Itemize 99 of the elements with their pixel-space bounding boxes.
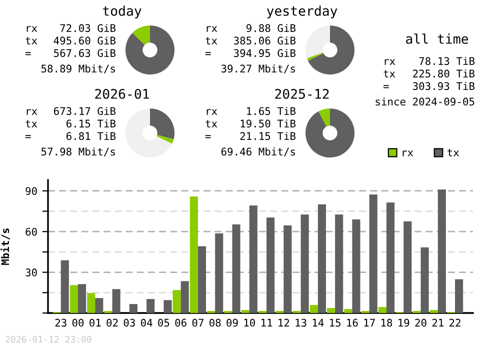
x-tick-label: 10: [244, 318, 255, 327]
chart-title: today: [102, 6, 142, 18]
x-tick-label: 12: [278, 318, 290, 327]
x-tick-label: 23: [55, 318, 66, 327]
bar: [215, 233, 224, 313]
bar: [112, 289, 120, 313]
x-tick-label: 04: [140, 318, 152, 327]
x-tick-label: 15: [330, 318, 340, 327]
x-tick-label: 14: [312, 318, 324, 327]
donut-slice: [150, 108, 175, 140]
x-tick-label: 01: [90, 318, 101, 327]
bar: [60, 260, 69, 313]
text: = 567.63 GiB: [25, 48, 116, 58]
legend-label: rx: [402, 150, 414, 156]
text: 57.98 Mbit/s: [41, 147, 115, 156]
text: tx 19.50 TiB: [206, 119, 296, 128]
text: tx 495.60 GiB: [26, 36, 116, 45]
text: = 21.15 TiB: [205, 132, 296, 140]
bar: [369, 194, 378, 313]
text: rx 9.88 GiB: [206, 24, 296, 32]
text: 69.46 Mbit/s: [221, 147, 295, 156]
bar: [129, 304, 138, 313]
x-tick-label: 03: [124, 318, 135, 327]
chart-title: 2025-12: [275, 88, 329, 99]
bar: [180, 281, 189, 313]
text: rx 1.65 TiB: [206, 106, 296, 116]
bar: [326, 308, 336, 313]
donut-slice: [156, 134, 174, 144]
bar: [95, 298, 104, 313]
donut-slice: [132, 25, 150, 45]
y-tick-label: 90: [26, 187, 37, 195]
text: all time: [406, 34, 468, 44]
x-tick-label: 06: [175, 318, 186, 327]
bar: [335, 214, 344, 313]
x-tick-label: 07: [192, 318, 204, 327]
text: tx 385.06 GiB: [206, 36, 296, 45]
x-tick-label: 16: [347, 318, 358, 327]
text: rx 72.03 GiB: [26, 24, 116, 32]
text: rx 673.17 GiB: [26, 106, 116, 116]
x-tick-label: 11: [261, 318, 272, 327]
bar: [284, 225, 292, 313]
bar: [352, 219, 360, 313]
text: 39.27 Mbit/s: [221, 64, 295, 74]
bar: [198, 246, 206, 313]
bar: [378, 307, 386, 313]
bar: [318, 204, 326, 313]
bar: [404, 221, 412, 313]
bar: [146, 299, 155, 313]
bar: [310, 304, 318, 313]
bar: [300, 214, 309, 313]
x-tick-label: 00: [72, 318, 84, 327]
text: = 6.81 TiB: [25, 132, 116, 140]
bar: [430, 310, 438, 313]
donut-slice: [305, 25, 330, 58]
donut-slice: [125, 25, 175, 75]
bar: [344, 309, 352, 313]
y-tick-label: 60: [26, 228, 37, 236]
donut-slice: [318, 108, 330, 127]
text: tx 225.80 TiB: [384, 69, 475, 78]
x-tick-label: 18: [381, 318, 392, 327]
x-tick-label: 21: [432, 318, 444, 327]
x-tick-label: 20: [415, 318, 426, 327]
bar: [172, 290, 181, 313]
text: 58.89 Mbit/s: [41, 64, 115, 74]
x-tick-label: 09: [226, 318, 238, 327]
chart-title: yesterday: [266, 6, 338, 18]
bar: [266, 217, 275, 313]
x-tick-label: 08: [209, 318, 221, 327]
donut-slice: [305, 108, 355, 158]
bar: [78, 284, 86, 313]
bar: [249, 206, 258, 313]
bar: [70, 285, 78, 313]
bar: [232, 224, 240, 313]
x-tick-label: 17: [364, 318, 375, 327]
x-tick-label: 05: [158, 318, 170, 327]
text: since 2024-09-05: [376, 97, 474, 106]
bar: [438, 190, 446, 313]
text: rx 78.13 TiB: [384, 56, 475, 66]
x-tick-label: 13: [296, 318, 306, 327]
donut-slice: [125, 108, 172, 158]
donut-slice: [306, 52, 324, 61]
text: tx 6.15 TiB: [26, 119, 116, 128]
text: = 303.93 TiB: [383, 82, 475, 90]
bar: [87, 293, 96, 313]
text: = 394.95 GiB: [205, 48, 296, 58]
bar: [455, 279, 464, 313]
bar: [241, 310, 250, 313]
chart-title: 2026-01: [95, 88, 149, 99]
x-tick-label: 22: [450, 318, 460, 327]
y-tick-label: 30: [26, 268, 37, 276]
y-axis-title: Mbit/s: [0, 228, 10, 265]
bar: [386, 202, 395, 313]
donut-slice: [308, 25, 355, 75]
bar: [190, 196, 198, 313]
bar: [420, 247, 429, 313]
legend-label: tx: [448, 148, 459, 156]
bar: [164, 300, 172, 313]
x-tick-label: 02: [106, 318, 118, 327]
x-tick-label: 19: [398, 318, 410, 327]
